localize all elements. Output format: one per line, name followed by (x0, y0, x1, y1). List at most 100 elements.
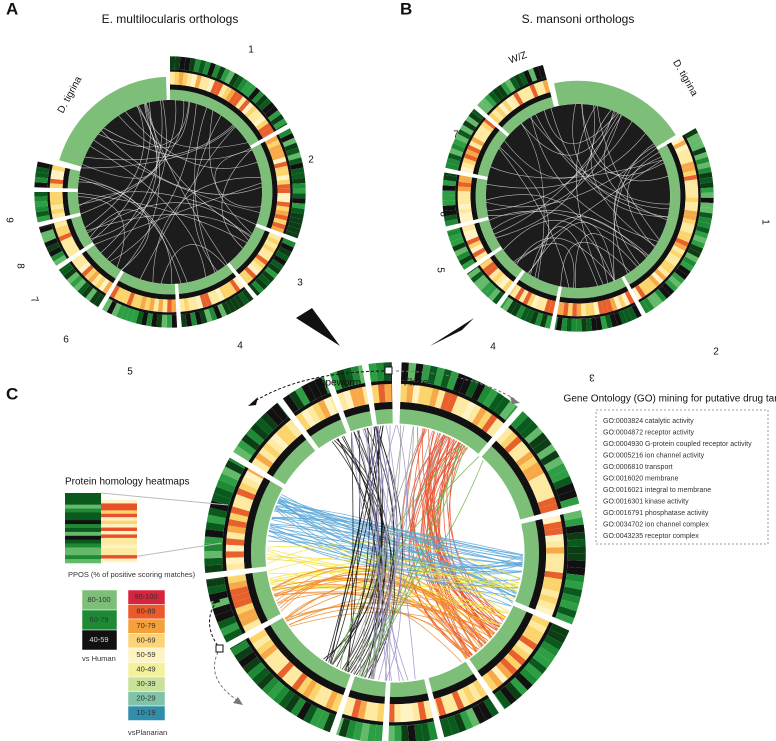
zoom-wedge (430, 318, 474, 346)
heat-cell (565, 573, 585, 583)
heat-cell (375, 362, 385, 382)
heat-cell (207, 584, 227, 595)
heat-cell (42, 233, 57, 243)
heat-cell (144, 297, 151, 311)
marker-box (215, 644, 224, 653)
genome-band (118, 271, 176, 295)
heat-strip (101, 520, 137, 525)
chord (139, 126, 236, 280)
heat-cell (325, 690, 338, 710)
heat-cell (282, 394, 299, 414)
heat-cell (443, 172, 457, 177)
heat-cell (643, 297, 655, 312)
heat-cell (677, 264, 691, 276)
genome-band (345, 411, 373, 432)
zoom-wedge (296, 308, 340, 346)
heat-cell (540, 588, 560, 599)
heat-cell (604, 314, 613, 329)
heat-cell (496, 427, 513, 445)
heat-cell (621, 292, 631, 307)
heat-cell (244, 470, 264, 485)
heat-cell (94, 276, 107, 289)
heat-cell (451, 142, 465, 153)
heat-cell (401, 362, 409, 381)
heat-cell (50, 203, 64, 210)
legend-swatch (81, 629, 118, 651)
heat-strip (65, 500, 101, 505)
go-term: ion channel complex (645, 521, 709, 528)
heat-cell (236, 487, 256, 501)
heat-cell (684, 209, 698, 217)
go-id: GO:0016301 (603, 498, 643, 505)
heat-cell (468, 111, 482, 124)
heat-cell (461, 401, 476, 420)
heat-cell (548, 300, 556, 314)
heat-cell (627, 306, 638, 321)
heat-cell (458, 207, 472, 214)
heat-cell (329, 396, 339, 414)
heat-cell (452, 373, 466, 393)
chord (89, 209, 182, 284)
chord (277, 592, 492, 638)
heat-cell (534, 312, 544, 327)
heat-cell (329, 371, 343, 391)
heat-strip (101, 551, 137, 556)
heat-cell (300, 408, 316, 428)
heat-cell (560, 317, 568, 332)
heat-cell (698, 171, 713, 179)
heat-cell (461, 258, 475, 270)
heat-cell (256, 639, 275, 655)
heat-cell (98, 278, 110, 292)
heat-cell (277, 197, 291, 203)
heat-cell (35, 171, 49, 179)
heat-cell (130, 293, 139, 308)
ring (306, 412, 342, 437)
heat-cell (338, 718, 351, 738)
heat-cell (521, 87, 531, 102)
chord (581, 103, 665, 176)
heat-cell (691, 239, 706, 249)
ring (178, 272, 237, 300)
heat-cell (639, 300, 650, 314)
chord (485, 194, 608, 284)
panel-letter: B (400, 0, 412, 18)
heat-cell (56, 228, 71, 238)
panel-letter: C (6, 384, 18, 403)
heat-cell (64, 243, 78, 254)
heat-cell (367, 723, 377, 741)
genome-band (67, 168, 81, 189)
genome-band (310, 419, 347, 449)
heat-strip (101, 517, 137, 521)
arrow-head (510, 396, 520, 404)
heat-cell (261, 676, 280, 695)
heat-cell (206, 78, 216, 93)
heat-cell (374, 724, 383, 741)
chord (345, 427, 371, 672)
genome-band (578, 80, 676, 148)
heat-cell (171, 299, 177, 313)
heat-cell (292, 183, 306, 189)
go-term: ion channel activity (645, 452, 705, 459)
heat-cell (460, 166, 474, 174)
heat-cell (530, 478, 550, 492)
heat-cell (553, 476, 573, 490)
ring (459, 227, 478, 263)
heat-cell (66, 247, 80, 258)
heat-cell (296, 701, 312, 721)
heat-cell (268, 232, 282, 242)
ring (556, 302, 636, 319)
heat-cell (467, 267, 481, 279)
heat-cell (641, 280, 654, 293)
heat-cell (211, 64, 221, 79)
go-id: GO:0016791 (603, 510, 643, 517)
heat-cell (66, 271, 80, 284)
heat-cell (567, 553, 586, 561)
heat-cell (613, 296, 622, 310)
heat-cell (440, 717, 453, 737)
heat-cell (274, 213, 288, 221)
heat-cell (471, 136, 485, 147)
chord (521, 111, 616, 156)
ring (62, 192, 71, 217)
heat-cell (488, 112, 501, 125)
chord (209, 110, 262, 208)
